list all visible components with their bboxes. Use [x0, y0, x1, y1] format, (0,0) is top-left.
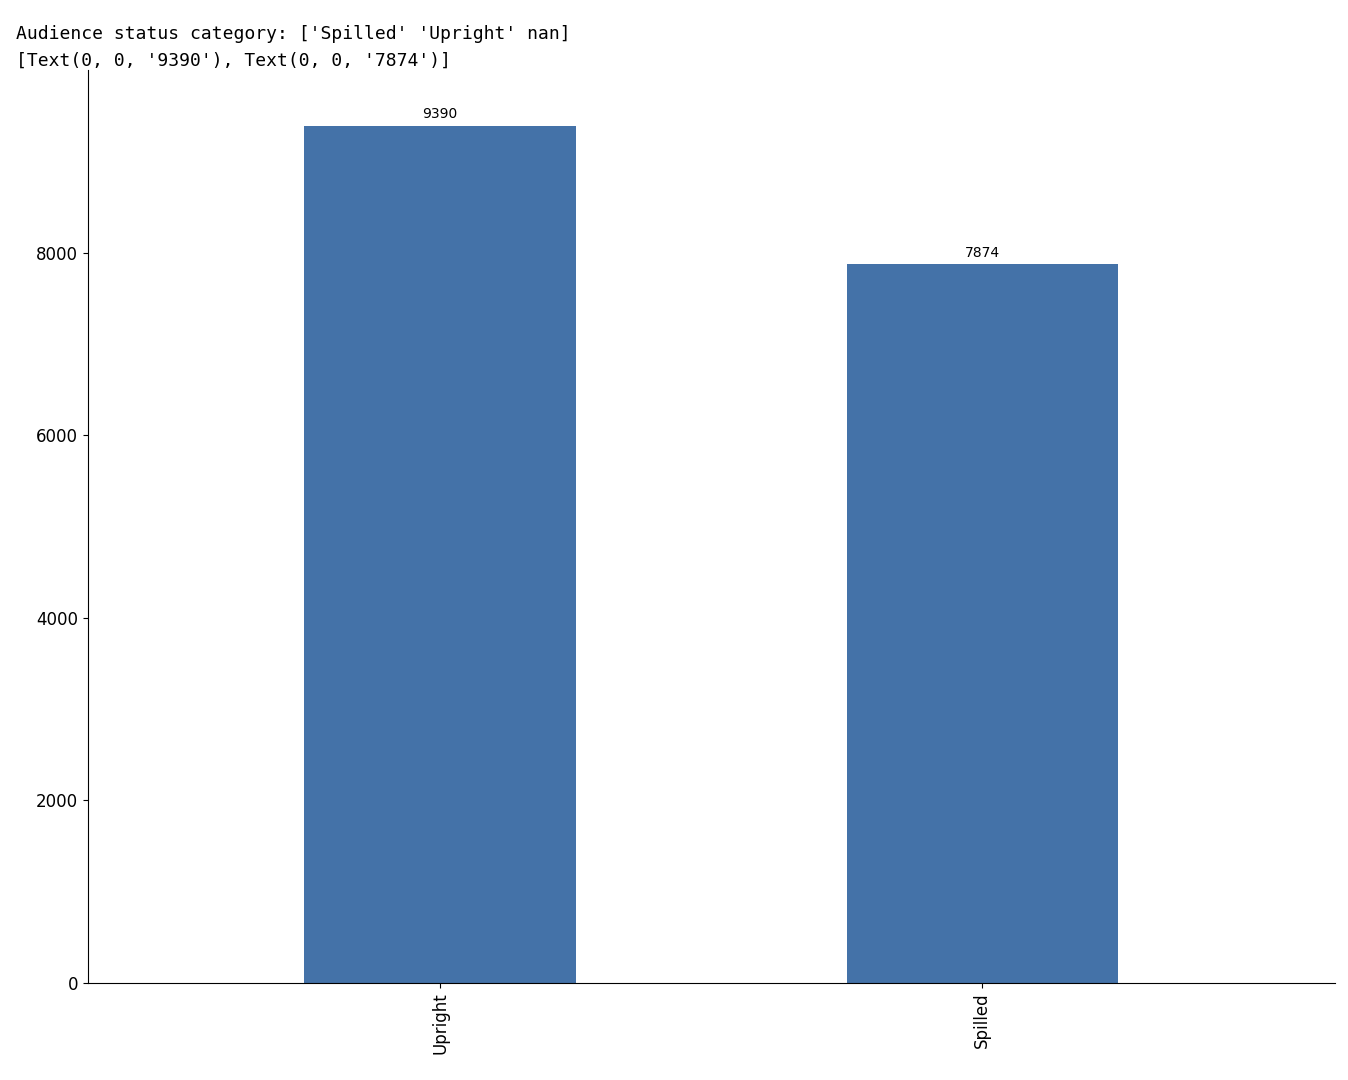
- Text: 7874: 7874: [965, 245, 1000, 259]
- Text: Audience status category: ['Spilled' 'Upright' nan]: Audience status category: ['Spilled' 'Up…: [16, 25, 570, 43]
- Text: [Text(0, 0, '9390'), Text(0, 0, '7874')]: [Text(0, 0, '9390'), Text(0, 0, '7874')]: [16, 52, 452, 70]
- Bar: [305, 126, 576, 983]
- Text: 9390: 9390: [422, 107, 457, 121]
- Bar: [847, 265, 1117, 983]
